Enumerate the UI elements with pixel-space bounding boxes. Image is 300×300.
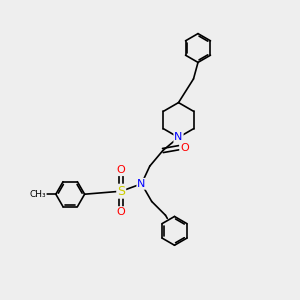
Text: O: O	[180, 142, 189, 153]
Text: CH₃: CH₃	[29, 190, 46, 199]
Text: S: S	[117, 185, 125, 198]
Text: O: O	[117, 165, 126, 175]
Text: O: O	[117, 207, 126, 217]
Text: N: N	[174, 132, 183, 142]
Text: N: N	[137, 179, 146, 189]
